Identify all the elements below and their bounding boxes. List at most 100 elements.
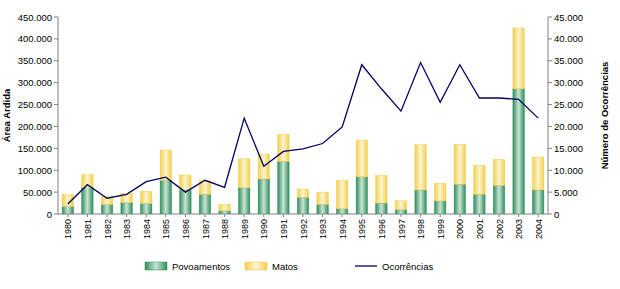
bar <box>474 194 485 214</box>
y-tick-label: 50.000 <box>23 187 52 198</box>
x-tick <box>244 214 245 217</box>
bar <box>435 201 446 214</box>
bar <box>82 175 93 188</box>
bar <box>180 190 191 214</box>
x-tick <box>538 214 539 217</box>
x-tick-label: 1990 <box>259 219 269 239</box>
bar-series <box>62 28 544 211</box>
bar <box>376 175 387 203</box>
y-tick <box>54 192 58 193</box>
y-tick <box>54 82 58 83</box>
x-tick <box>479 214 480 217</box>
y2-tick <box>548 104 552 105</box>
y2-tick-label: 5.000 <box>554 187 578 198</box>
x-tick-label: 2004 <box>534 219 544 239</box>
legend-swatch <box>355 265 377 266</box>
bar <box>199 194 210 214</box>
bar <box>415 145 426 190</box>
bar <box>317 204 328 214</box>
x-tick <box>283 214 284 217</box>
x-tick-label: 1985 <box>161 219 171 239</box>
x-tick <box>459 214 460 217</box>
legend-label: Matos <box>272 261 298 272</box>
bar <box>474 165 485 194</box>
x-tick <box>499 214 500 217</box>
bar <box>533 157 544 190</box>
x-tick-label: 1988 <box>220 219 230 239</box>
y2-tick-label: 15.000 <box>554 143 583 154</box>
bar <box>297 197 308 214</box>
x-tick <box>381 214 382 217</box>
x-tick-label: 2002 <box>495 219 505 239</box>
bar <box>356 140 367 177</box>
x-tick-label: 1980 <box>63 219 73 239</box>
bar <box>62 207 73 214</box>
bar <box>337 180 348 208</box>
x-tick-label: 2001 <box>475 219 485 239</box>
y-tick <box>54 60 58 61</box>
y2-tick-label: 20.000 <box>554 121 583 132</box>
plot-area <box>62 28 544 214</box>
bar <box>435 183 446 201</box>
y2-tick <box>548 148 552 149</box>
x-tick <box>67 214 68 217</box>
line <box>68 63 538 204</box>
bar <box>141 203 152 214</box>
y2-tick-label: 45.000 <box>554 12 583 23</box>
x-tick-label: 2003 <box>514 219 524 239</box>
axes: 050.000100.000150.000200.000250.000300.0… <box>1 12 610 240</box>
y-tick-label: 100.000 <box>18 165 52 176</box>
bar <box>180 175 191 190</box>
bar <box>337 209 348 214</box>
x-tick-label: 1991 <box>279 219 289 239</box>
y-tick-label: 350.000 <box>18 55 52 66</box>
x-tick <box>401 214 402 217</box>
y2-tick-label: 35.000 <box>554 55 583 66</box>
x-tick-label: 1998 <box>416 219 426 239</box>
bar <box>513 89 524 214</box>
y2-tick <box>548 192 552 193</box>
x-tick-label: 1984 <box>142 219 152 239</box>
x-tick <box>322 214 323 217</box>
bar <box>454 144 465 184</box>
bar-series <box>62 89 544 214</box>
bar <box>376 203 387 214</box>
bar <box>493 160 504 186</box>
bar <box>121 203 132 214</box>
y-axis-title: Área Ardida <box>1 88 12 142</box>
bar <box>317 192 328 204</box>
bar <box>395 210 406 214</box>
x-tick <box>440 214 441 217</box>
y2-tick <box>548 214 552 215</box>
x-tick-label: 1982 <box>103 219 113 239</box>
x-tick-label: 1996 <box>377 219 387 239</box>
bar <box>415 190 426 214</box>
y2-tick <box>548 82 552 83</box>
bar <box>101 204 112 214</box>
bar <box>160 150 171 180</box>
y-axis <box>58 17 59 214</box>
y2-tick <box>548 38 552 39</box>
x-tick <box>361 214 362 217</box>
legend-label: Povoamentos <box>172 261 230 272</box>
y2-tick <box>548 60 552 61</box>
y2-tick-label: 30.000 <box>554 77 583 88</box>
y-tick <box>54 104 58 105</box>
y2-axis-title: Número de Ocorrências <box>599 62 610 170</box>
y-tick-label: 400.000 <box>18 33 52 44</box>
bar <box>82 188 93 214</box>
y2-tick <box>548 17 552 18</box>
bar <box>141 191 152 203</box>
x-tick-label: 1995 <box>357 219 367 239</box>
bar <box>297 189 308 197</box>
bar <box>454 184 465 214</box>
y-tick <box>54 17 58 18</box>
bar <box>239 159 250 188</box>
bar <box>278 161 289 214</box>
y-tick <box>54 170 58 171</box>
x-tick-label: 1986 <box>181 219 191 239</box>
bar <box>395 201 406 210</box>
x-tick-label: 1993 <box>318 219 328 239</box>
x-tick <box>263 214 264 217</box>
legend: PovoamentosMatosOcorrências <box>145 261 433 272</box>
